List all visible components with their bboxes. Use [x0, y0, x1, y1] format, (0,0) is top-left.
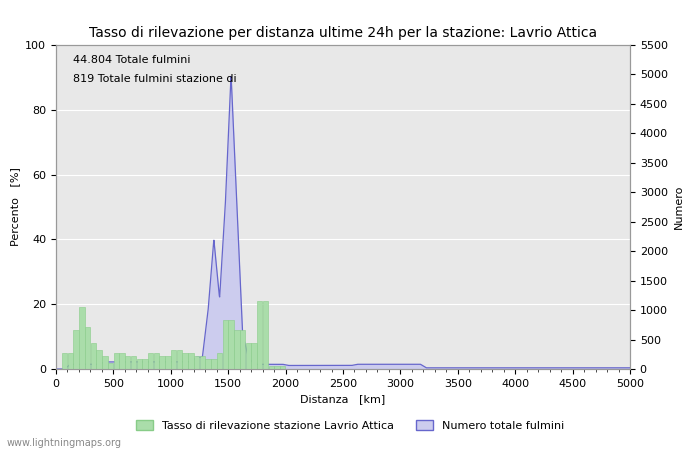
Bar [79, 307, 85, 369]
Bar [262, 301, 268, 369]
Bar [269, 366, 274, 369]
Bar [68, 353, 73, 369]
Bar [223, 320, 228, 369]
Bar [183, 353, 188, 369]
Y-axis label: Percento   [%]: Percento [%] [10, 167, 20, 247]
Bar [188, 353, 194, 369]
Bar [165, 356, 171, 369]
Bar [125, 356, 130, 369]
Bar [154, 353, 159, 369]
Bar [62, 353, 67, 369]
Bar [90, 343, 96, 369]
Bar [280, 366, 286, 369]
Bar [102, 356, 108, 369]
Text: www.lightningmaps.org: www.lightningmaps.org [7, 438, 122, 448]
Bar [119, 353, 125, 369]
Bar [74, 330, 79, 369]
Bar [257, 301, 262, 369]
Text: 44.804 Totale fulmini: 44.804 Totale fulmini [74, 55, 190, 65]
Bar [228, 320, 234, 369]
Bar [85, 327, 90, 369]
Bar [171, 350, 176, 369]
Bar [205, 359, 211, 369]
Bar [194, 356, 199, 369]
Bar [274, 366, 280, 369]
Bar [148, 353, 153, 369]
Bar [240, 330, 245, 369]
Bar [131, 356, 136, 369]
Bar [246, 343, 251, 369]
Bar [199, 356, 205, 369]
Bar [160, 356, 165, 369]
Bar [234, 330, 239, 369]
Legend: Tasso di rilevazione stazione Lavrio Attica, Numero totale fulmini: Tasso di rilevazione stazione Lavrio Att… [132, 416, 568, 436]
Bar [97, 350, 102, 369]
Bar [211, 359, 216, 369]
Bar [108, 363, 113, 369]
Bar [142, 359, 148, 369]
Title: Tasso di rilevazione per distanza ultime 24h per la stazione: Lavrio Attica: Tasso di rilevazione per distanza ultime… [89, 26, 597, 40]
Bar [136, 359, 142, 369]
Text: 819 Totale fulmini stazione di: 819 Totale fulmini stazione di [74, 74, 237, 84]
Bar [113, 353, 119, 369]
Y-axis label: Numero: Numero [673, 185, 683, 229]
Bar [217, 353, 223, 369]
Bar [176, 350, 182, 369]
Bar [251, 343, 257, 369]
X-axis label: Distanza   [km]: Distanza [km] [300, 394, 386, 404]
